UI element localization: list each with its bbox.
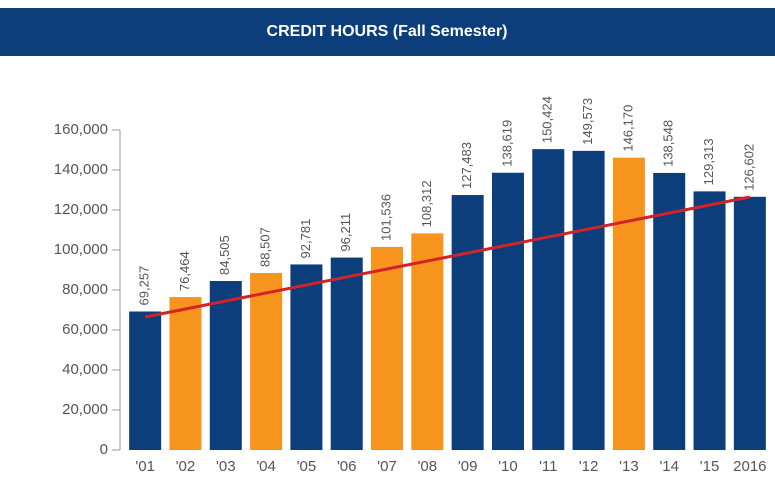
x-tick-label: '08 bbox=[418, 458, 438, 475]
data-label: 92,781 bbox=[298, 219, 313, 259]
bar bbox=[411, 233, 444, 450]
data-label: 138,548 bbox=[661, 120, 676, 167]
y-tick-label: 0 bbox=[100, 441, 108, 458]
data-label: 96,211 bbox=[338, 213, 353, 252]
data-label: 149,573 bbox=[580, 98, 595, 145]
x-tick-label: '03 bbox=[216, 458, 236, 475]
data-label: 84,505 bbox=[217, 235, 232, 275]
bar bbox=[491, 172, 524, 450]
y-tick-label: 100,000 bbox=[54, 241, 108, 258]
bar bbox=[330, 257, 363, 450]
trend-line bbox=[144, 195, 751, 319]
x-tick-label: '07 bbox=[377, 458, 397, 475]
x-tick-label: '09 bbox=[458, 458, 478, 475]
x-tick-label: 2016 bbox=[733, 458, 766, 475]
bar bbox=[169, 297, 202, 450]
bar bbox=[693, 191, 726, 450]
y-tick-label: 140,000 bbox=[54, 161, 108, 178]
bar bbox=[250, 272, 283, 450]
bar bbox=[572, 150, 605, 450]
y-tick-label: 40,000 bbox=[62, 361, 108, 378]
bar bbox=[290, 264, 323, 450]
x-tick-label: '05 bbox=[297, 458, 317, 475]
data-label: 108,312 bbox=[419, 180, 434, 227]
bar bbox=[371, 246, 404, 450]
data-label: 88,507 bbox=[258, 227, 273, 267]
bar bbox=[532, 149, 565, 451]
x-tick-label: '11 bbox=[539, 458, 557, 475]
data-label: 138,619 bbox=[499, 120, 514, 167]
x-tick-label: '04 bbox=[256, 458, 276, 475]
y-tick-label: 80,000 bbox=[62, 281, 108, 298]
x-tick-label: '15 bbox=[700, 458, 720, 475]
bar bbox=[612, 157, 645, 450]
bar bbox=[653, 172, 686, 451]
bar bbox=[129, 311, 162, 450]
chart-title: CREDIT HOURS (Fall Semester) bbox=[267, 23, 508, 40]
y-tick-label: 60,000 bbox=[62, 321, 108, 338]
x-tick-label: '01 bbox=[135, 458, 155, 475]
x-tick-label: '10 bbox=[498, 458, 518, 475]
y-tick-label: 160,000 bbox=[54, 121, 108, 138]
data-label: 129,313 bbox=[701, 138, 716, 185]
y-tick-label: 120,000 bbox=[54, 201, 108, 218]
data-label: 101,536 bbox=[378, 194, 393, 241]
x-tick-label: '06 bbox=[337, 458, 357, 475]
x-tick-label: '13 bbox=[619, 458, 639, 475]
bar bbox=[733, 196, 766, 450]
data-label: 126,602 bbox=[741, 144, 756, 191]
x-tick-label: '02 bbox=[176, 458, 196, 475]
bar bbox=[209, 280, 242, 450]
y-tick-label: 20,000 bbox=[62, 401, 108, 418]
data-label: 127,483 bbox=[459, 142, 474, 189]
x-tick-label: '12 bbox=[579, 458, 599, 475]
bar bbox=[451, 195, 484, 450]
data-label: 69,257 bbox=[137, 266, 152, 306]
title-banner bbox=[0, 8, 775, 56]
data-label: 150,424 bbox=[540, 96, 555, 143]
data-label: 76,464 bbox=[177, 251, 192, 291]
x-tick-label: '14 bbox=[659, 458, 679, 475]
data-label: 146,170 bbox=[620, 105, 635, 152]
